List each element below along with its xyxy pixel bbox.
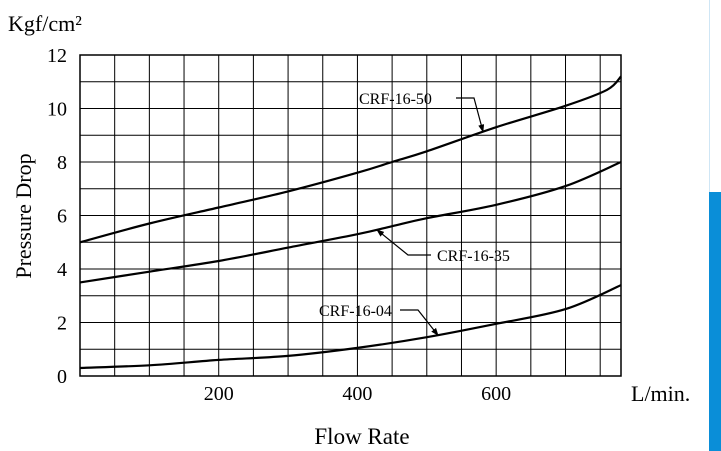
series-annotations: CRF-16-50 CRF-16-35 CRF-16-04: [319, 91, 510, 336]
y-tick-label: 2: [57, 313, 67, 335]
x-tick-label: 200: [204, 383, 234, 405]
x-axis-title: Flow Rate: [314, 424, 409, 449]
y-tick-label: 4: [57, 259, 67, 281]
x-tick-label: 400: [342, 383, 372, 405]
y-unit-label: Kgf/cm²: [8, 11, 82, 36]
plot-frame: [79, 54, 622, 377]
y-tick-label: 12: [47, 45, 67, 67]
series-lines: [79, 75, 622, 370]
annotation-arrow: [376, 229, 431, 256]
y-tick-label: 10: [47, 99, 67, 121]
y-tick-label: 0: [57, 366, 67, 388]
annotation-arrow: [456, 97, 485, 133]
annotation-label-crf-16-50: CRF-16-50: [359, 91, 432, 108]
x-unit-label: L/min.: [631, 381, 690, 406]
y-tick-label: 6: [57, 206, 67, 228]
annotation-label-crf-16-04: CRF-16-04: [319, 303, 392, 320]
y-tick-label: 8: [57, 152, 67, 174]
series-line-crf-16-35: [79, 160, 622, 284]
side-scroll-strip: [709, 192, 721, 451]
annotation-label-crf-16-35: CRF-16-35: [437, 248, 510, 265]
side-scroll-strip-top: [709, 0, 721, 192]
x-tick-label: 600: [481, 383, 511, 405]
annotation-arrow: [400, 309, 439, 336]
series-line-crf-16-50: [79, 75, 622, 244]
y-axis-title: Pressure Drop: [11, 153, 36, 278]
tick-labels: 0 2 4 6 8 10 12 200 400 600: [47, 45, 511, 405]
grid-lines: [80, 55, 621, 376]
series-line-crf-16-04: [79, 284, 622, 370]
